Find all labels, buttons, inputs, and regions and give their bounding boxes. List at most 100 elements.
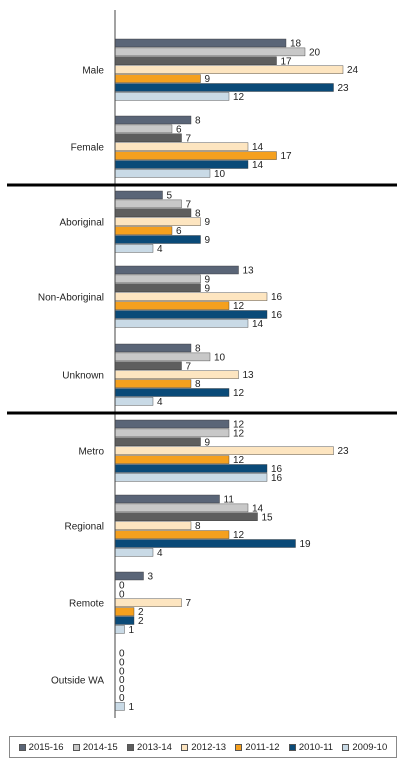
data-label: 14 xyxy=(252,319,264,330)
data-label: 17 xyxy=(281,56,293,67)
data-label: 4 xyxy=(157,548,163,559)
data-label: 5 xyxy=(167,191,173,202)
bar xyxy=(114,83,334,92)
bar xyxy=(114,160,249,169)
bar xyxy=(114,494,220,504)
legend-swatch xyxy=(235,743,243,751)
data-label: 0 xyxy=(119,657,125,668)
data-label: 0 xyxy=(119,666,125,677)
data-label: 12 xyxy=(233,420,245,431)
legend-label: 2009-10 xyxy=(352,741,388,753)
bar xyxy=(114,115,192,125)
labels-layer: Male1820172492312Female86714171410Aborig… xyxy=(38,39,359,713)
data-label: 8 xyxy=(195,521,201,532)
legend-swatch xyxy=(181,743,189,751)
bar xyxy=(114,437,201,446)
data-label: 8 xyxy=(195,344,201,355)
data-label: 8 xyxy=(195,379,201,390)
category-label: Unknown xyxy=(62,371,104,382)
data-label: 12 xyxy=(233,455,245,466)
data-label: 12 xyxy=(233,92,245,103)
data-label: 0 xyxy=(119,684,125,695)
bar xyxy=(114,530,230,539)
legend-swatch xyxy=(18,743,26,751)
data-label: 18 xyxy=(290,39,302,50)
bar xyxy=(114,370,239,379)
category-label: Metro xyxy=(78,447,104,458)
bar xyxy=(114,47,306,57)
data-label: 16 xyxy=(271,310,283,321)
data-label: 4 xyxy=(157,397,163,408)
bar xyxy=(114,301,230,310)
legend-item: 2011-12 xyxy=(235,741,280,753)
data-label: 9 xyxy=(205,217,211,228)
bar xyxy=(114,265,239,275)
legend-label: 2010-11 xyxy=(298,741,334,753)
legend-swatch xyxy=(342,743,350,751)
bar xyxy=(114,244,154,253)
category-label: Aboriginal xyxy=(60,218,104,229)
data-label: 7 xyxy=(186,598,192,609)
bar xyxy=(114,539,296,548)
bar xyxy=(114,361,182,370)
bar xyxy=(114,274,201,284)
data-label: 12 xyxy=(233,530,245,541)
bar xyxy=(114,74,201,83)
data-label: 8 xyxy=(195,116,201,127)
bar xyxy=(114,464,268,473)
legend-item: 2013-14 xyxy=(127,742,172,753)
bar xyxy=(114,169,211,178)
data-label: 12 xyxy=(233,388,245,399)
legend-item: 2015-16 xyxy=(18,741,64,753)
data-label: 19 xyxy=(300,539,312,550)
data-label: 12 xyxy=(233,428,245,439)
data-label: 0 xyxy=(119,675,125,686)
data-label: 14 xyxy=(252,160,264,171)
data-label: 23 xyxy=(338,446,350,457)
bar xyxy=(114,607,135,616)
data-label: 0 xyxy=(119,589,125,600)
data-label: 14 xyxy=(252,503,264,514)
data-label: 4 xyxy=(157,244,163,255)
data-label: 24 xyxy=(347,65,359,76)
bar xyxy=(114,571,144,581)
legend-item: 2009-10 xyxy=(342,742,387,753)
bar xyxy=(114,65,344,74)
bar xyxy=(114,124,173,134)
data-label: 8 xyxy=(195,208,201,219)
bar xyxy=(114,548,154,557)
legend-label: 2013-14 xyxy=(137,741,172,753)
data-label: 15 xyxy=(262,512,274,523)
data-label: 7 xyxy=(186,199,192,210)
bar xyxy=(114,388,230,397)
data-label: 9 xyxy=(205,235,211,246)
data-label: 0 xyxy=(119,649,125,660)
bar xyxy=(114,235,201,244)
data-label: 16 xyxy=(271,464,283,475)
bar xyxy=(114,142,249,151)
data-label: 23 xyxy=(338,83,350,94)
data-label: 10 xyxy=(214,169,226,180)
data-label: 9 xyxy=(205,74,211,85)
bar xyxy=(114,455,230,464)
bar xyxy=(114,616,135,625)
bar xyxy=(114,190,163,200)
bar xyxy=(114,319,249,328)
category-label: Outside WA xyxy=(51,676,104,687)
bar xyxy=(114,428,230,438)
bar xyxy=(114,625,125,634)
legend-swatch xyxy=(127,743,135,751)
category-label: Regional xyxy=(65,522,104,533)
bar xyxy=(114,343,192,353)
data-label: 16 xyxy=(271,473,283,484)
data-label: 16 xyxy=(271,292,283,303)
data-label: 6 xyxy=(176,226,182,237)
legend-label: 2011-12 xyxy=(245,741,280,753)
data-label: 3 xyxy=(148,572,154,583)
bar xyxy=(114,473,268,482)
bar xyxy=(114,512,258,521)
legend-label: 2015-16 xyxy=(28,741,64,753)
data-label: 0 xyxy=(119,580,125,591)
data-label: 9 xyxy=(205,437,211,448)
bar xyxy=(114,56,277,65)
